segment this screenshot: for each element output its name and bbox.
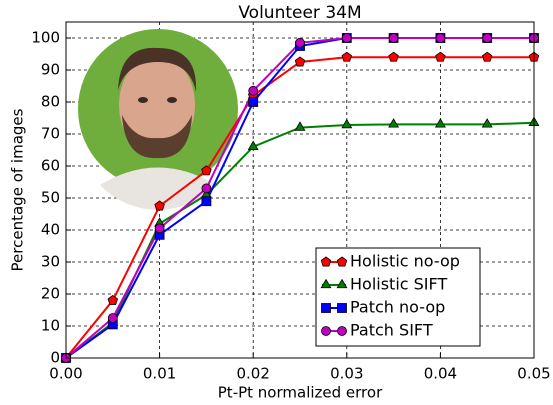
marker	[388, 33, 399, 43]
marker	[434, 118, 446, 128]
legend-label: Patch no-op	[350, 298, 445, 317]
photo-hair	[118, 47, 197, 92]
photo-beard	[122, 115, 192, 159]
x-tick-label: 0.04	[424, 365, 457, 383]
marker	[481, 51, 493, 62]
x-axis-label: Pt-Pt normalized error	[218, 384, 383, 402]
marker	[388, 118, 400, 128]
marker	[154, 200, 165, 211]
y-axis-label: Percentage of images	[9, 108, 27, 271]
y-tick-label: 80	[41, 93, 60, 111]
marker	[201, 165, 212, 176]
photo	[78, 29, 238, 210]
marker	[321, 303, 331, 313]
y-tick-label: 50	[41, 189, 60, 207]
marker	[107, 313, 118, 323]
x-tick-label: 0.01	[143, 365, 176, 383]
marker	[154, 223, 165, 234]
y-tick-label: 40	[41, 221, 60, 239]
x-tick-label: 0.02	[236, 365, 269, 383]
y-tick-label: 10	[41, 317, 60, 335]
y-tick-label: 70	[41, 125, 60, 143]
x-tick-label: 0.00	[49, 365, 82, 383]
marker	[388, 51, 399, 62]
marker	[320, 256, 332, 267]
marker	[341, 33, 352, 43]
marker	[201, 196, 212, 207]
legend: Holistic no-op Holistic SIFT Patch no-op Pa…	[315, 247, 481, 347]
marker	[294, 56, 306, 67]
series-group	[60, 33, 540, 363]
marker	[481, 118, 493, 128]
marker	[248, 97, 259, 107]
y-tick-label: 100	[31, 29, 60, 47]
photo-face	[119, 55, 195, 155]
marker	[107, 294, 119, 305]
marker	[294, 121, 306, 131]
marker	[341, 51, 353, 62]
marker	[248, 85, 259, 96]
marker	[295, 37, 305, 48]
marker	[482, 33, 493, 43]
x-tick-label: 0.03	[330, 365, 363, 383]
marker	[435, 51, 446, 62]
legend-label: Holistic SIFT	[350, 275, 447, 294]
y-tick-label: 30	[41, 253, 60, 271]
y-tick-label: 0	[50, 349, 60, 367]
y-tick-label: 20	[41, 285, 60, 303]
photo-shirt	[100, 167, 216, 210]
marker	[320, 278, 332, 289]
marker	[336, 256, 348, 267]
marker	[435, 33, 446, 43]
axes-frame	[65, 21, 535, 359]
marker	[337, 326, 347, 336]
marker	[336, 278, 348, 289]
photo-eye	[167, 97, 177, 103]
legend-label: Patch SIFT	[350, 321, 433, 340]
marker	[341, 118, 353, 129]
photo-eye	[138, 97, 148, 103]
chart-title: Volunteer 34M	[238, 3, 361, 23]
marker	[321, 326, 331, 336]
marker	[247, 140, 259, 150]
y-tick-label: 60	[41, 157, 60, 175]
y-tick-label: 90	[41, 61, 60, 79]
legend-label: Holistic no-op	[350, 252, 460, 271]
x-tick-label: 0.05	[517, 365, 550, 383]
marker	[201, 183, 212, 194]
ticks: 0 10 20 30 40 50 60 70 80 90 100 0.00 0.01 0.02 0.03 0.…	[31, 29, 550, 383]
marker	[337, 303, 347, 313]
